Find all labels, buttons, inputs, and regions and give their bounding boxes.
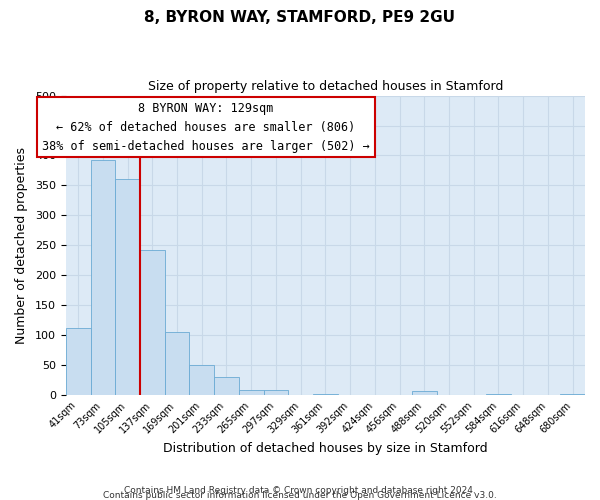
Title: Size of property relative to detached houses in Stamford: Size of property relative to detached ho…: [148, 80, 503, 93]
Bar: [486, 394, 511, 395]
Bar: [115, 180, 140, 395]
Bar: [263, 390, 289, 395]
Bar: [190, 365, 214, 395]
Text: Contains public sector information licensed under the Open Government Licence v3: Contains public sector information licen…: [103, 491, 497, 500]
Text: 8 BYRON WAY: 129sqm
← 62% of detached houses are smaller (806)
38% of semi-detac: 8 BYRON WAY: 129sqm ← 62% of detached ho…: [42, 102, 370, 152]
Text: 8, BYRON WAY, STAMFORD, PE9 2GU: 8, BYRON WAY, STAMFORD, PE9 2GU: [145, 10, 455, 25]
Y-axis label: Number of detached properties: Number of detached properties: [15, 147, 28, 344]
X-axis label: Distribution of detached houses by size in Stamford: Distribution of detached houses by size …: [163, 442, 488, 455]
Bar: [164, 332, 190, 395]
Bar: [313, 394, 338, 395]
Text: Contains HM Land Registry data © Crown copyright and database right 2024.: Contains HM Land Registry data © Crown c…: [124, 486, 476, 495]
Bar: [412, 391, 437, 395]
Bar: [560, 394, 585, 395]
Bar: [239, 390, 263, 395]
Bar: [91, 160, 115, 395]
Bar: [214, 377, 239, 395]
Bar: [140, 250, 164, 395]
Bar: [66, 328, 91, 395]
